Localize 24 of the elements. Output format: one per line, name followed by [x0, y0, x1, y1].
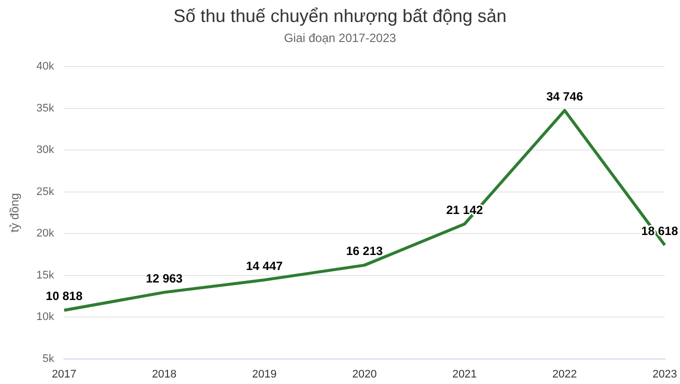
- y-tick-label: 5k: [42, 352, 55, 365]
- y-tick-label: 15k: [36, 269, 55, 282]
- x-tick-label: 2019: [252, 368, 277, 380]
- x-tick-label: 2022: [552, 368, 577, 380]
- text: 16 213: [346, 244, 383, 258]
- text: 18 618: [641, 224, 678, 238]
- text: 14 447: [246, 258, 283, 273]
- y-tick-label: 40k: [36, 60, 55, 73]
- y-tick-label: 35k: [36, 102, 55, 114]
- text: 34 746: [546, 89, 584, 104]
- x-tick-label: 2020: [352, 368, 377, 380]
- x-tick-label: 2023: [652, 368, 678, 380]
- chart-title: Số thu thuế chuyển nhượng bất động sản: [172, 6, 508, 27]
- x-tick-label: 2018: [152, 368, 176, 380]
- x-tick-label: 2021: [452, 368, 477, 380]
- text: 12 963: [146, 271, 183, 286]
- text: 10 818: [46, 289, 82, 304]
- y-tick-label: 10k: [36, 311, 55, 324]
- y-tick-label: 25k: [36, 186, 55, 198]
- chart-subtitle: Giai đoạn 2017-2023: [282, 31, 398, 45]
- y-tick-label: 20k: [36, 228, 55, 240]
- y-tick-label: 30k: [36, 144, 55, 156]
- x-tick-label: 2017: [52, 368, 76, 380]
- y-axis-title: tỷ đồng: [8, 193, 22, 232]
